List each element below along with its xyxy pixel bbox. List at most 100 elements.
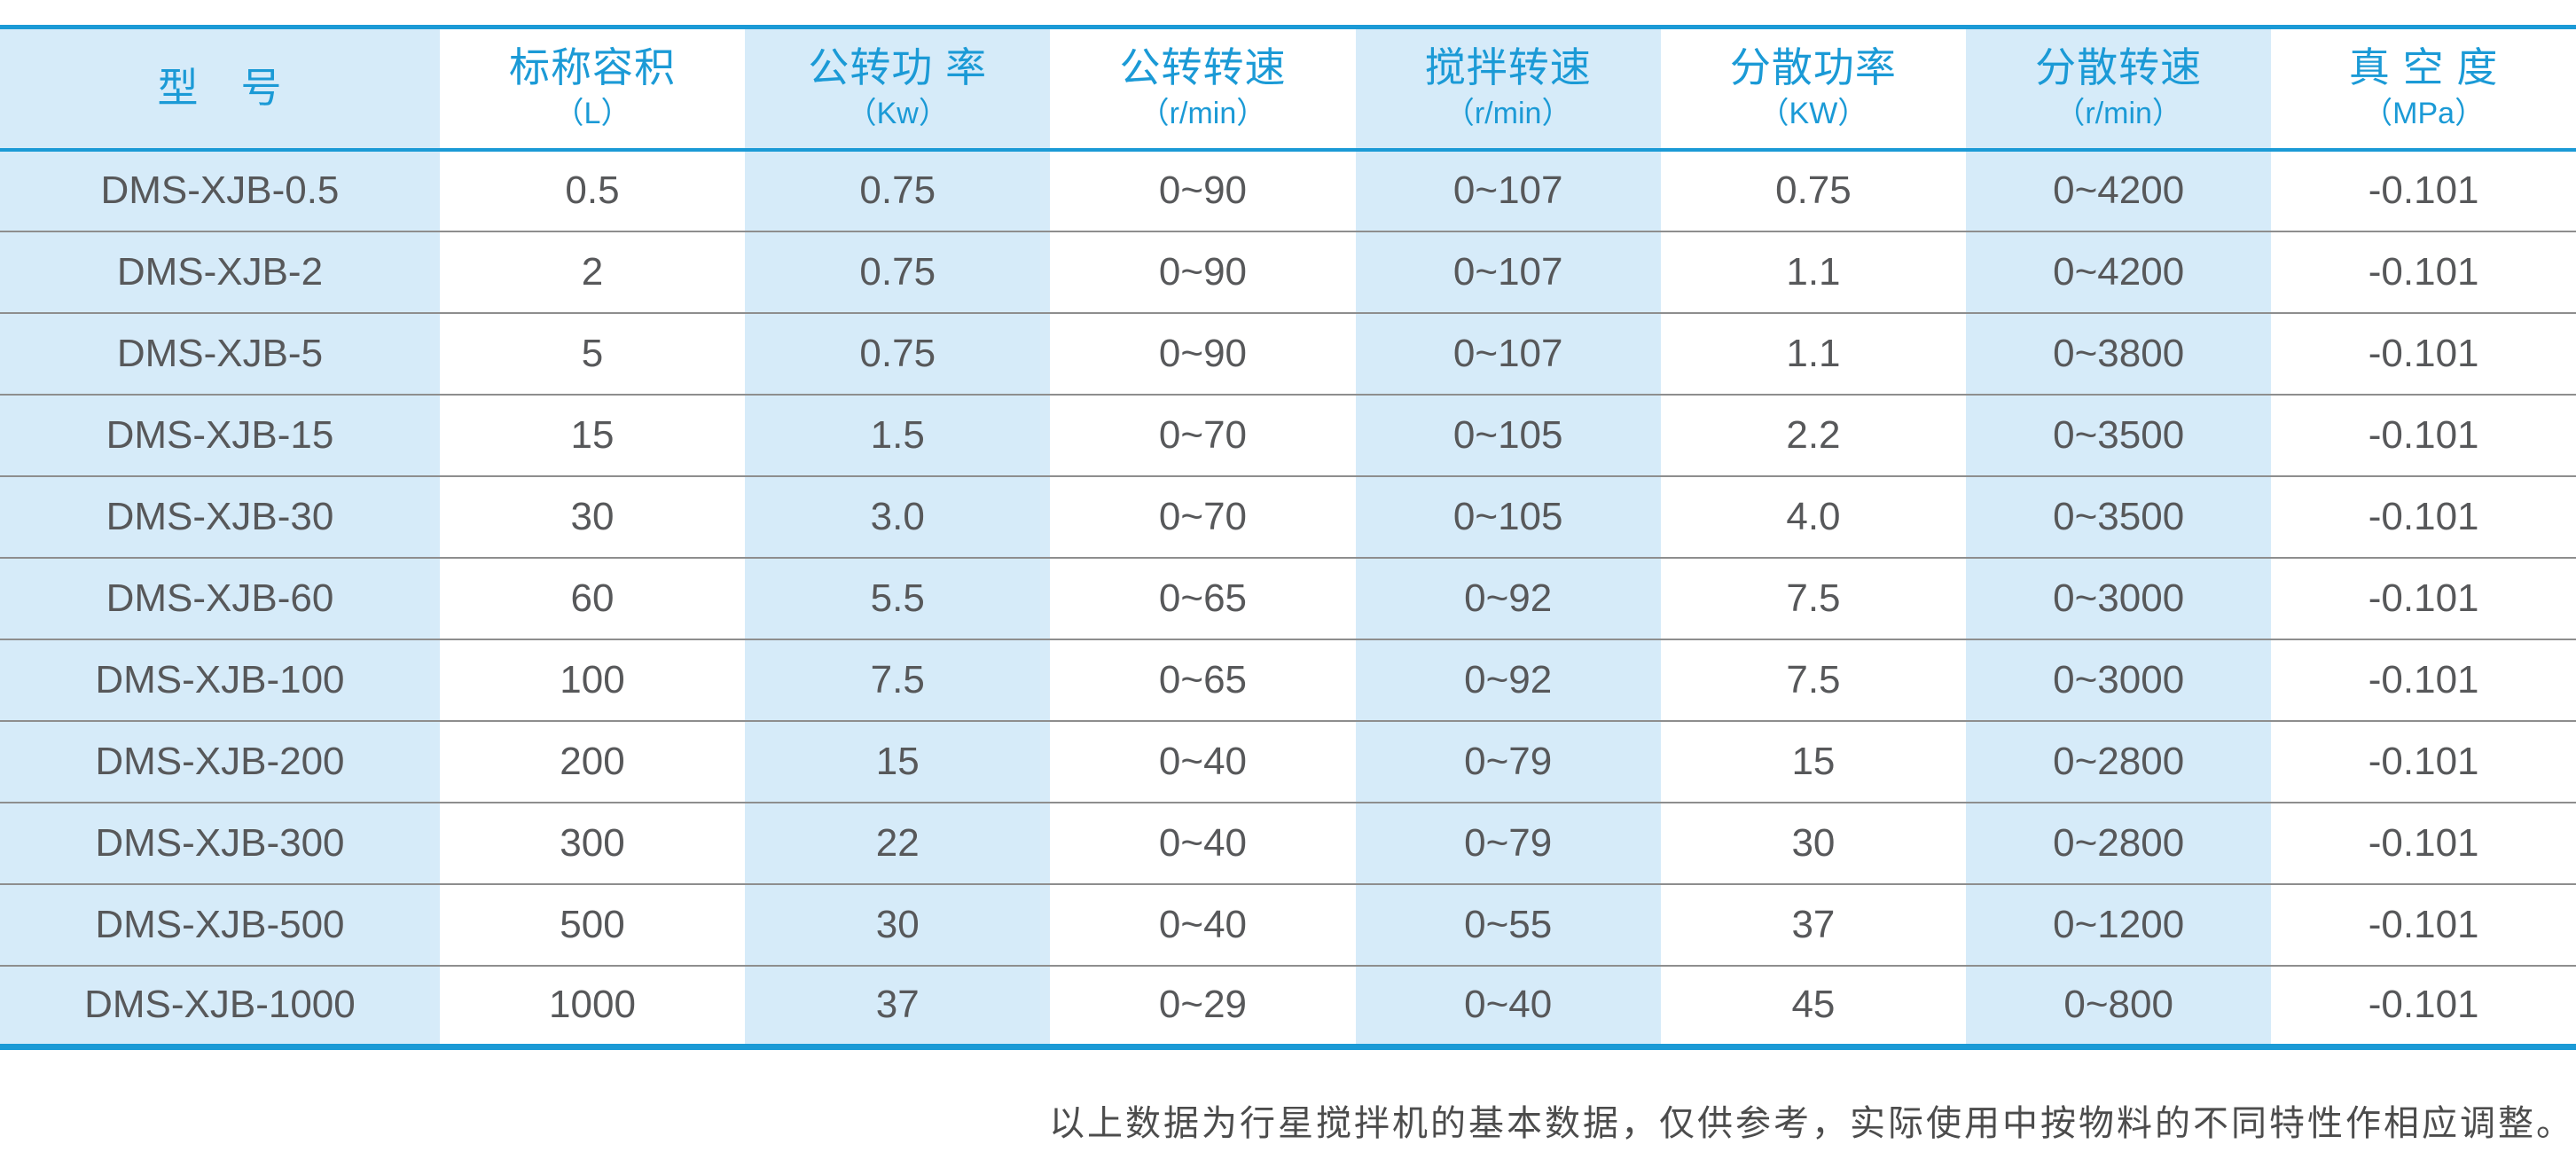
value-cell: 1.1 [1660,311,1967,395]
value-cell: 0~3000 [1966,556,2272,639]
value-cell: 0.75 [745,230,1051,313]
value-cell: 1.1 [1660,230,1967,313]
value-cell: -0.101 [2271,556,2576,639]
model-cell: DMS-XJB-300 [0,801,440,884]
value-cell: 0~79 [1355,801,1661,884]
value-cell: 37 [745,964,1051,1047]
value-cell: 0~92 [1355,638,1661,721]
value-cell: 0~90 [1050,311,1356,395]
value-cell: -0.101 [2271,801,2576,884]
value-cell: 0~1200 [1966,882,2272,966]
value-cell: 0~105 [1355,474,1661,558]
value-cell: 0~107 [1355,149,1661,231]
value-cell: 1.5 [745,393,1051,476]
table-row: DMS-XJB-60 60 5.5 0~65 0~92 7.5 0~3000 -0.101 [0,556,2576,639]
column-title: 公转转速 [1119,44,1287,91]
column-title: 标称容积 [508,44,676,91]
value-cell: 0~79 [1355,719,1661,803]
model-cell: DMS-XJB-30 [0,474,440,558]
value-cell: -0.101 [2271,638,2576,721]
value-cell: 0~40 [1050,801,1356,884]
value-cell: 30 [1660,801,1967,884]
value-cell: 0~40 [1050,882,1356,966]
table-row: DMS-XJB-200 200 15 0~40 0~79 15 0~2800 -0.101 [0,719,2576,803]
model-cell: DMS-XJB-5 [0,311,440,395]
model-cell: DMS-XJB-15 [0,393,440,476]
value-cell: 0~90 [1158,168,1248,212]
value-cell: -0.101 [2271,882,2576,966]
table-row: DMS-XJB-0.5 0.5 0.75 0~90 0~107 0.75 0~4200 -0.… [0,149,2576,231]
column-title: 真 空 度 [2348,44,2499,91]
column-title: 分散转速 [2035,44,2203,91]
value-cell: 5.5 [745,556,1051,639]
value-cell: 0.75 [745,311,1051,395]
value-cell: 30 [745,882,1051,966]
value-cell: 0.75 [1775,168,1852,212]
table-row: DMS-XJB-15 15 1.5 0~70 0~105 2.2 0~3500 -0.101 [0,393,2576,476]
value-cell: 45 [1660,964,1967,1047]
value-cell: 200 [439,719,746,803]
column-unit: （L） [553,96,631,130]
model-cell: DMS-XJB-2 [0,230,440,313]
value-cell: 0~4200 [1966,149,2272,231]
column-title: 公转功 率 [808,44,988,91]
value-cell: 0~40 [1050,719,1356,803]
table-row: DMS-XJB-2 2 0.75 0~90 0~107 1.1 0~4200 -0.101 [0,230,2576,313]
model-cell: DMS-XJB-1000 [0,964,440,1047]
value-cell: 0~40 [1355,964,1661,1047]
table-row: DMS-XJB-500 500 30 0~40 0~55 37 0~1200 -0.101 [0,882,2576,966]
value-cell: 0~92 [1355,556,1661,639]
value-cell: 0~55 [1355,882,1661,966]
value-cell: 0~65 [1050,638,1356,721]
value-cell: 2 [439,230,746,313]
value-cell: 0~105 [1355,393,1661,476]
column-unit: （Kw） [846,96,949,130]
column-unit: （r/min） [2055,96,2182,130]
value-cell: 22 [745,801,1051,884]
spec-table: 型 号 标称容积 （L） 公转功 率 （Kw） 公转转速 （r/min） 搅拌转速 （r/min… [0,25,2576,1050]
column-header: 分散转速 （r/min） [1966,27,2272,152]
model-cell: DMS-XJB-100 [0,638,440,721]
value-cell: 5 [439,311,746,395]
value-cell: 0~3500 [1966,393,2272,476]
table-row: DMS-XJB-100 100 7.5 0~65 0~92 7.5 0~3000 -0.101 [0,638,2576,721]
value-cell: 0~107 [1355,311,1661,395]
value-cell: 0~65 [1050,556,1356,639]
table-row: DMS-XJB-30 30 3.0 0~70 0~105 4.0 0~3500 -0.101 [0,474,2576,558]
value-cell: 7.5 [1660,556,1967,639]
value-cell: 0~2800 [1966,801,2272,884]
value-cell: -0.101 [2271,311,2576,395]
value-cell: 100 [439,638,746,721]
value-cell: 300 [439,801,746,884]
model-cell: DMS-XJB-500 [0,882,440,966]
column-header: 标称容积 （L） [439,27,746,152]
value-cell: 1000 [439,964,746,1047]
value-cell: -0.101 [2271,474,2576,558]
header-row: 型 号 标称容积 （L） 公转功 率 （Kw） 公转转速 （r/min） 搅拌转速 （r/min… [0,27,2576,152]
value-cell: -0.101 [2271,964,2576,1047]
value-cell: 3.0 [745,474,1051,558]
value-cell: 0.5 [565,168,620,212]
column-header: 分散功率 （KW） [1660,27,1967,152]
value-cell: -0.101 [2368,168,2479,212]
column-header: 公转功 率 （Kw） [745,27,1051,152]
column-header: 搅拌转速 （r/min） [1355,27,1661,152]
value-cell: 4.0 [1660,474,1967,558]
table-row: DMS-XJB-300 300 22 0~40 0~79 30 0~2800 -0.101 [0,801,2576,884]
value-cell: 0~3800 [1966,311,2272,395]
value-cell: 0~70 [1050,393,1356,476]
value-cell: 2.2 [1660,393,1967,476]
model-cell: DMS-XJB-200 [0,719,440,803]
column-unit: （MPa） [2362,96,2486,130]
value-cell: 0~800 [1966,964,2272,1047]
value-cell: 0~4200 [1966,230,2272,313]
value-cell: 0~2800 [1966,719,2272,803]
value-cell: 0~3000 [1966,638,2272,721]
model-cell: DMS-XJB-0.5 [0,149,440,231]
table-body: DMS-XJB-0.5 0.5 0.75 0~90 0~107 0.75 0~4200 -0.… [0,149,2576,1047]
value-cell: -0.101 [2271,393,2576,476]
column-unit: （r/min） [1139,96,1267,130]
value-cell: 37 [1660,882,1967,966]
value-cell: 0~90 [1050,230,1356,313]
